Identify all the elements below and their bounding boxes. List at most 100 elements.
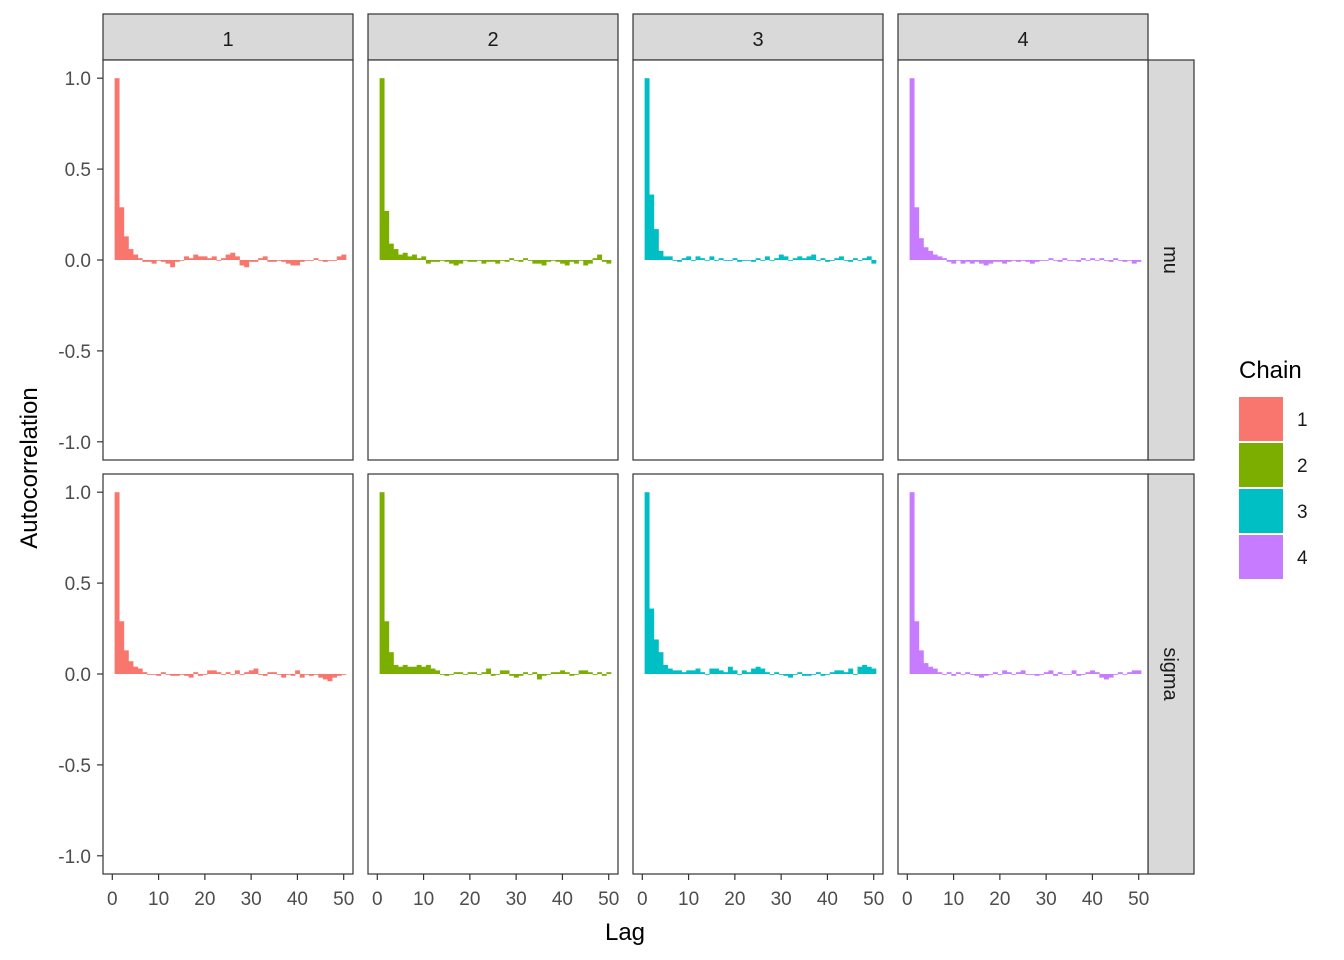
- acf-bar: [723, 260, 729, 261]
- acf-bar: [142, 260, 148, 262]
- acf-bar: [704, 674, 710, 675]
- acf-bar: [336, 256, 342, 260]
- acf-bar: [788, 260, 794, 261]
- panel-border: [897, 59, 1149, 461]
- acf-bar: [550, 260, 556, 261]
- acf-bar: [290, 674, 296, 676]
- acf-bar: [564, 260, 570, 266]
- acf-bar: [825, 260, 831, 262]
- acf-bar: [838, 256, 844, 260]
- acf-bar: [709, 256, 715, 260]
- acf-bar: [221, 674, 226, 675]
- acf-bar: [969, 260, 975, 264]
- acf-bar: [778, 674, 784, 675]
- acf-bar: [937, 672, 943, 674]
- acf-bar: [1039, 674, 1045, 675]
- acf-bar: [597, 254, 603, 260]
- acf-bar: [1122, 674, 1128, 675]
- acf-bar: [285, 674, 291, 675]
- acf-bar: [704, 260, 710, 261]
- acf-bar: [592, 258, 598, 260]
- acf-bar: [1048, 258, 1054, 260]
- acf-bar: [690, 260, 696, 261]
- acf-bar: [974, 260, 980, 262]
- acf-bar: [815, 672, 821, 674]
- acf-bar: [244, 260, 250, 268]
- acf-bar: [969, 674, 975, 675]
- acf-bar: [569, 674, 575, 676]
- acf-bar: [834, 670, 840, 674]
- acf-bar: [221, 258, 226, 260]
- x-tick-label: 20: [459, 889, 480, 910]
- acf-bar: [573, 260, 579, 264]
- acf-bar: [518, 260, 524, 262]
- acf-bar: [425, 664, 431, 674]
- acf-bar: [797, 672, 803, 674]
- acf-bar: [412, 666, 417, 674]
- acf-bar: [992, 260, 998, 262]
- acf-bar: [332, 674, 338, 678]
- acf-bar: [979, 674, 984, 678]
- acf-bar: [313, 674, 319, 675]
- acf-bar: [202, 674, 208, 675]
- acf-bar: [555, 260, 561, 262]
- x-tick-label: 40: [817, 889, 838, 910]
- acf-bar: [862, 258, 868, 260]
- acf-bar: [1080, 674, 1086, 675]
- acf-bar: [147, 674, 152, 675]
- acf-bar: [811, 254, 817, 260]
- acf-bar: [1080, 258, 1086, 260]
- acf-bar: [202, 256, 208, 260]
- acf-bar: [156, 260, 162, 261]
- acf-bar: [829, 260, 835, 261]
- acf-bar: [783, 256, 789, 260]
- acf-bar: [518, 674, 524, 676]
- legend-key: [1239, 489, 1283, 533]
- x-tick-label: 0: [107, 889, 118, 910]
- acf-bar: [486, 260, 491, 262]
- acf-bar: [1011, 674, 1017, 675]
- acf-bar: [476, 674, 482, 675]
- acf-bar: [398, 254, 404, 260]
- acf-bar: [1136, 670, 1142, 674]
- acf-bar: [988, 260, 994, 264]
- acf-bar: [458, 672, 464, 674]
- acf-bar: [527, 674, 533, 675]
- acf-bar: [174, 674, 180, 676]
- acf-bar: [1108, 260, 1114, 262]
- x-tick-label: 50: [1128, 889, 1149, 910]
- facet-panel-sigma-chain-3: [632, 473, 884, 875]
- acf-bar: [1057, 260, 1063, 262]
- acf-bar: [114, 78, 120, 260]
- acf-bar: [271, 672, 277, 674]
- acf-bar: [820, 674, 826, 676]
- acf-bar: [737, 260, 743, 262]
- acf-bar: [1006, 672, 1012, 674]
- acf-bar: [778, 254, 784, 260]
- acf-bar: [838, 670, 844, 674]
- acf-bar: [862, 664, 868, 674]
- acf-bar: [751, 260, 756, 262]
- acf-bar: [909, 492, 915, 674]
- facet-strip-column-label: 3: [752, 29, 763, 51]
- acf-bar: [811, 674, 817, 675]
- legend: 1 2 3 4: [1239, 397, 1308, 579]
- acf-bar: [211, 670, 217, 674]
- acf-bar: [119, 621, 125, 674]
- acf-bar: [686, 256, 692, 260]
- x-tick-label: 30: [1036, 889, 1057, 910]
- acf-bar: [732, 670, 738, 674]
- acf-bar: [843, 672, 849, 674]
- acf-bar: [216, 672, 222, 674]
- acf-bar: [188, 258, 194, 260]
- acf-bar: [179, 674, 185, 675]
- acf-bar: [1020, 260, 1026, 261]
- acf-bar: [1048, 670, 1054, 674]
- acf-bar: [541, 674, 547, 676]
- acf-bar: [156, 674, 162, 676]
- acf-bar: [327, 260, 333, 261]
- acf-bar: [430, 260, 436, 262]
- acf-bar: [843, 260, 849, 261]
- facet-strip-column-label: 4: [1017, 29, 1028, 51]
- acf-bar: [601, 260, 607, 262]
